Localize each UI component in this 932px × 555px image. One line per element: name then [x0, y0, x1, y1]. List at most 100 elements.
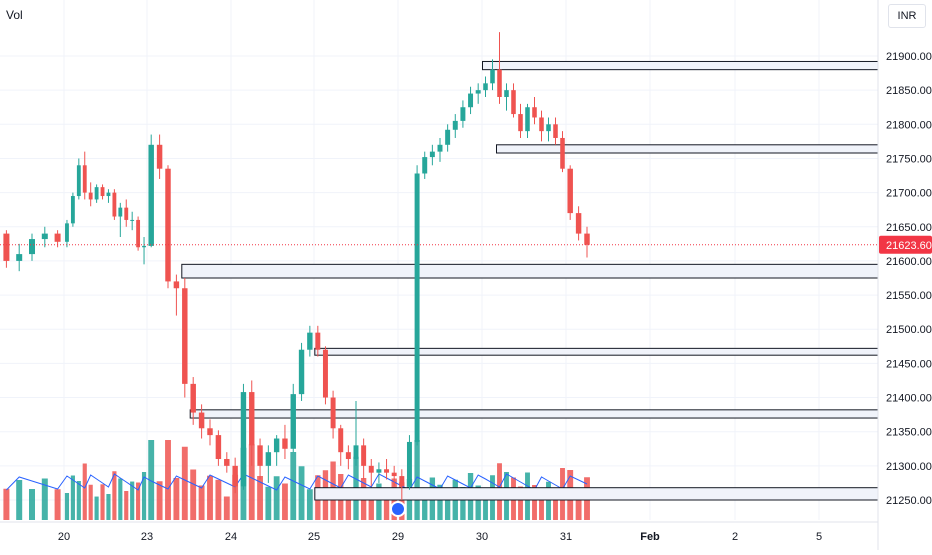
- volume-bar: [460, 487, 466, 520]
- candle-body: [232, 465, 238, 487]
- candle-body: [391, 472, 397, 477]
- candle: [322, 346, 328, 405]
- currency-selector[interactable]: INR: [888, 4, 926, 28]
- candle: [330, 390, 336, 439]
- candle-body: [376, 469, 382, 473]
- volume-bar: [3, 488, 10, 520]
- volume-bar: [181, 446, 188, 520]
- candle-body: [29, 239, 35, 255]
- volume-bar: [290, 452, 297, 520]
- candle-body: [136, 219, 141, 248]
- candle-body: [130, 219, 135, 221]
- candle-body: [475, 90, 481, 94]
- candle-body: [384, 469, 390, 473]
- candle: [257, 438, 263, 480]
- candle: [422, 151, 428, 179]
- candle: [315, 325, 321, 357]
- candle-body: [298, 349, 305, 395]
- volume-bar: [422, 488, 428, 520]
- candle-body: [504, 90, 509, 97]
- volume-bar: [54, 489, 61, 520]
- volume-bar: [190, 469, 197, 520]
- candle-body: [182, 288, 188, 384]
- x-tick-label: 5: [816, 531, 822, 543]
- supply-demand-zone-0: [482, 60, 879, 71]
- candle: [156, 134, 163, 179]
- candle: [511, 83, 516, 118]
- x-tick-label: 31: [560, 531, 572, 543]
- candle: [353, 400, 359, 466]
- candle: [399, 469, 405, 500]
- candle-body: [525, 107, 530, 132]
- candle: [452, 114, 458, 138]
- volume-bar: [298, 466, 305, 520]
- candle: [553, 117, 558, 145]
- grid-layer: [0, 0, 878, 520]
- y-tick-label: 21450.00: [886, 358, 932, 370]
- y-tick-label: 21650.00: [886, 222, 932, 234]
- candle-body: [76, 165, 81, 197]
- candle-body: [560, 137, 565, 169]
- y-tick-label: 21850.00: [886, 85, 932, 97]
- candle-body: [414, 173, 420, 442]
- candle: [70, 192, 75, 227]
- candle: [136, 216, 141, 251]
- last-price-badge: [879, 235, 932, 254]
- volume-bar: [76, 481, 81, 520]
- volume-bar: [248, 444, 255, 520]
- candle: [532, 96, 537, 125]
- volume-bar: [29, 489, 35, 520]
- candle-body: [94, 187, 99, 200]
- candle-body: [361, 445, 367, 466]
- candle-body: [338, 428, 344, 453]
- y-tick-label: 21400.00: [886, 393, 932, 405]
- volume-bar: [124, 491, 129, 520]
- candle: [429, 144, 435, 166]
- volume-bar: [345, 491, 352, 520]
- candle-body: [345, 452, 351, 460]
- candle-body: [148, 144, 154, 246]
- volume-bar: [82, 463, 87, 520]
- volume-label: Vol: [6, 8, 23, 22]
- candle-body: [452, 120, 458, 130]
- candle: [118, 202, 123, 238]
- volume-bar: [41, 478, 48, 520]
- candle-body: [368, 465, 374, 473]
- candle: [345, 445, 351, 470]
- candle: [240, 383, 247, 490]
- candle-body: [315, 332, 321, 350]
- x-tick-label: 30: [476, 531, 488, 543]
- supply-demand-zone-3: [314, 347, 879, 356]
- volume-bar: [64, 493, 70, 520]
- x-tick-label: 25: [308, 531, 320, 543]
- candle-body: [224, 459, 230, 466]
- last-price-label: 21623.60: [886, 240, 932, 252]
- volume-bar: [16, 480, 23, 520]
- candle-body: [41, 233, 48, 240]
- x-tick-label: Feb: [640, 531, 660, 543]
- volume-bar: [223, 496, 230, 520]
- candle-body: [518, 114, 523, 132]
- volume-bar: [207, 475, 213, 520]
- candle-body: [468, 93, 474, 108]
- y-tick-label: 21500.00: [886, 324, 932, 336]
- volume-bar: [282, 483, 288, 520]
- scroll-marker-icon[interactable]: [390, 501, 406, 517]
- x-tick-label: 20: [58, 531, 70, 543]
- volume-bar: [257, 476, 263, 520]
- candle-body: [490, 69, 495, 84]
- candle-body: [106, 192, 111, 197]
- candle-body: [190, 383, 196, 413]
- y-tick-label: 21250.00: [886, 495, 932, 507]
- volume-bar: [112, 471, 117, 520]
- candle-body: [511, 90, 516, 115]
- candle-body: [112, 192, 117, 217]
- volume-bar: [165, 440, 171, 520]
- candle-body: [207, 428, 213, 436]
- candle: [490, 59, 495, 91]
- x-tick-label: 24: [225, 531, 237, 543]
- candle-body: [88, 192, 93, 200]
- candle-body: [198, 412, 205, 429]
- candle: [265, 445, 272, 483]
